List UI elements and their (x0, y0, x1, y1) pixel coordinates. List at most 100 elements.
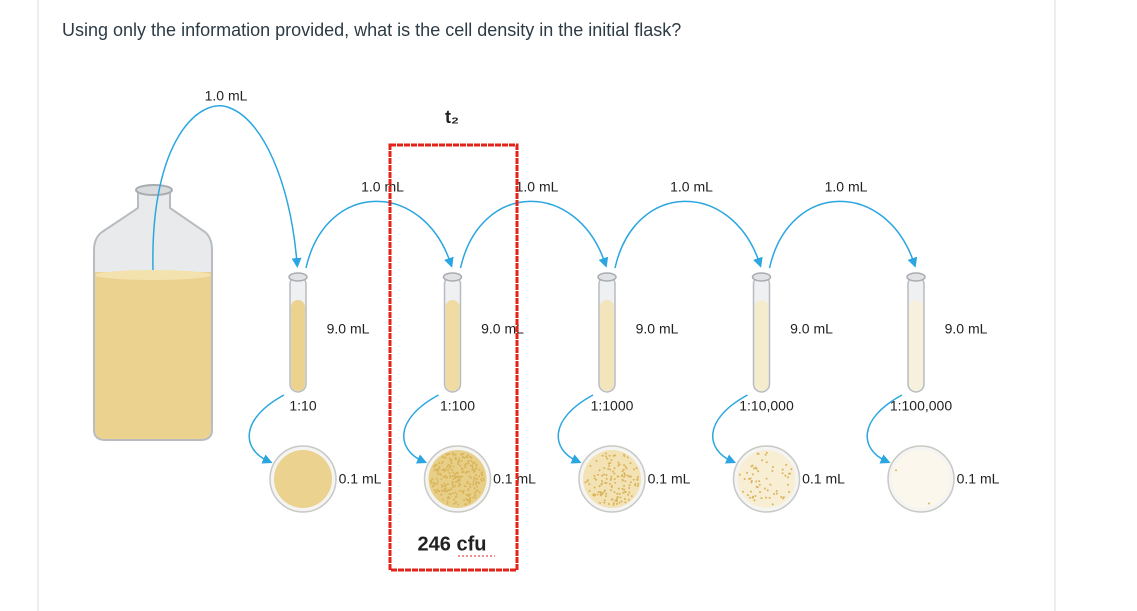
colony (453, 498, 456, 501)
colony (476, 477, 479, 480)
colony (444, 487, 447, 490)
transfer-label: 1.0 mL (670, 179, 713, 195)
tube-liquid (291, 300, 305, 391)
colony (444, 484, 447, 487)
colony (466, 454, 469, 457)
colony (473, 476, 476, 479)
colony (433, 464, 436, 467)
colony (451, 474, 454, 477)
colony (628, 491, 631, 494)
colony (763, 487, 766, 490)
colony (781, 472, 784, 475)
colony (435, 463, 438, 466)
colony (448, 472, 451, 475)
colony (630, 495, 633, 498)
colony (449, 474, 452, 477)
colony (622, 468, 625, 471)
colony (597, 491, 600, 494)
colony (628, 487, 631, 490)
colony (482, 477, 485, 480)
colony (459, 483, 462, 486)
plated-volume: 0.1 mL (339, 471, 382, 487)
colony (603, 481, 606, 484)
dilution: 1:100,000 (890, 398, 952, 414)
colony (623, 463, 626, 466)
tube-liquid (909, 300, 923, 391)
colony (468, 475, 471, 478)
transfer-label: 1.0 mL (205, 88, 248, 104)
colony (465, 462, 468, 465)
colony (445, 468, 448, 471)
colony (612, 503, 615, 506)
colony (461, 471, 464, 474)
colony (760, 497, 763, 500)
colony (616, 495, 619, 498)
colony (435, 468, 438, 471)
colony (601, 474, 604, 477)
colony (613, 491, 616, 494)
colony (449, 460, 452, 463)
colony (749, 496, 752, 499)
colony (472, 483, 475, 486)
colony (462, 453, 465, 456)
colony (437, 490, 440, 493)
colony (623, 488, 626, 491)
colony (443, 456, 446, 459)
colony (475, 480, 478, 483)
colony (467, 498, 470, 501)
colony (894, 469, 897, 472)
tube-volume: 9.0 mL (481, 321, 524, 337)
colony (623, 497, 626, 500)
transfer-label: 1.0 mL (516, 179, 559, 195)
colony (433, 469, 436, 472)
colony (618, 501, 621, 504)
colony (462, 456, 465, 459)
colony (454, 475, 457, 478)
colony (473, 461, 476, 464)
tube-liquid (445, 300, 460, 391)
colony (435, 477, 438, 480)
colony (608, 482, 611, 485)
colony (444, 456, 447, 459)
colony (615, 500, 618, 503)
colony (454, 453, 457, 456)
arrow (459, 200, 609, 269)
colony (460, 453, 463, 456)
colony (463, 499, 466, 502)
colony (471, 468, 474, 471)
colony (470, 459, 473, 462)
colony (608, 465, 611, 468)
colony (457, 485, 460, 488)
colony (607, 462, 610, 465)
colony (432, 484, 435, 487)
colony (436, 482, 439, 485)
colony (618, 463, 621, 466)
colony (469, 485, 472, 488)
colony (475, 483, 478, 486)
colony (454, 480, 457, 483)
plated-volume: 0.1 mL (802, 471, 845, 487)
tube-liquid (600, 300, 614, 391)
colony (592, 493, 595, 496)
colony (765, 477, 768, 480)
colony (788, 490, 791, 493)
colony (612, 454, 615, 457)
colony (617, 461, 620, 464)
colony (619, 496, 622, 499)
colony (451, 452, 454, 455)
colony (452, 471, 455, 474)
colony (462, 491, 465, 494)
colony (775, 492, 778, 495)
colony (448, 493, 451, 496)
colony (756, 486, 759, 489)
colony (610, 475, 613, 478)
colony (447, 489, 450, 492)
arrow (614, 200, 763, 269)
colony (603, 499, 606, 502)
colony (450, 488, 453, 491)
dilution: 1:10,000 (739, 398, 794, 414)
colony (758, 480, 761, 483)
colony (593, 486, 596, 489)
plated-volume: 0.1 mL (957, 471, 1000, 487)
colony (758, 483, 761, 486)
